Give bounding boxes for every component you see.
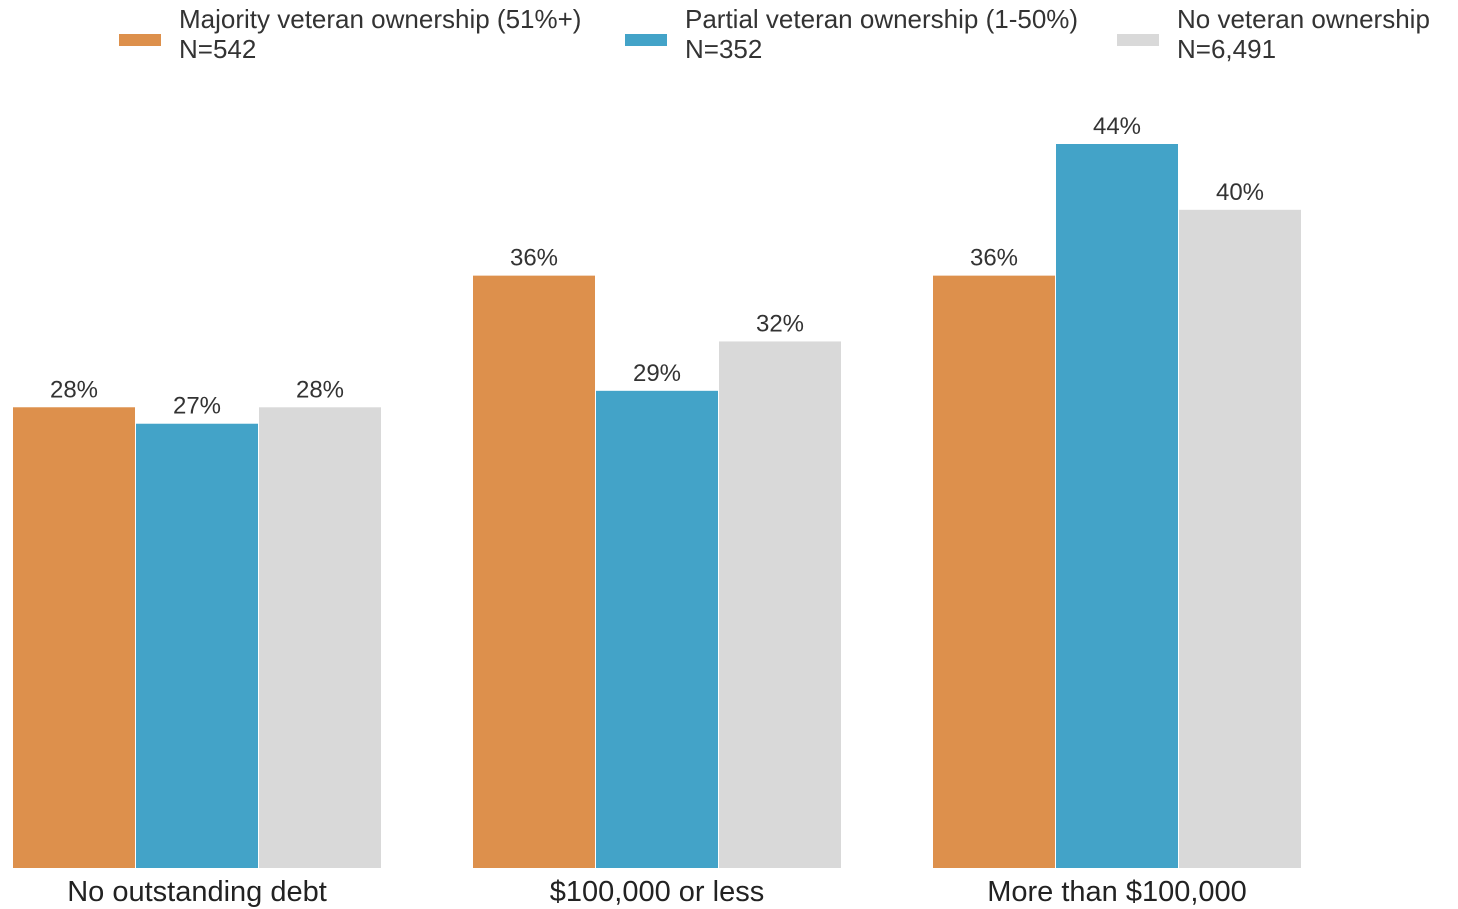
- bar-value-label: 44%: [1093, 113, 1141, 140]
- bar-value-label: 29%: [633, 360, 681, 387]
- bar-100-000-or-less-series-1: [473, 276, 595, 868]
- category-label: $100,000 or less: [550, 876, 764, 908]
- bar-value-label: 32%: [756, 310, 804, 337]
- bar-group-more-than-100-000: 36% 44% 40% More than $100,000: [933, 113, 1301, 908]
- bar-value-label: 36%: [970, 245, 1018, 272]
- bar-value-label: 28%: [296, 376, 344, 403]
- category-label: More than $100,000: [987, 876, 1247, 908]
- bar-more-than-100-000-series-1: [933, 276, 1055, 868]
- bar-more-than-100-000-series-2: [1056, 144, 1178, 868]
- bar-more-than-100-000-series-3: [1179, 210, 1301, 868]
- bar-100-000-or-less-series-3: [719, 341, 841, 868]
- bar-no-outstanding-debt-series-3: [259, 407, 381, 868]
- bar-value-label: 40%: [1216, 179, 1264, 206]
- bar-value-label: 28%: [50, 376, 98, 403]
- bar-100-000-or-less-series-2: [596, 391, 718, 868]
- bar-value-label: 36%: [510, 245, 558, 272]
- bar-no-outstanding-debt-series-1: [13, 407, 135, 868]
- category-label: No outstanding debt: [67, 876, 327, 908]
- bar-group-100-000-or-less: 36% 29% 32% $100,000 or less: [473, 245, 841, 908]
- bar-no-outstanding-debt-series-2: [136, 424, 258, 868]
- bar-value-label: 27%: [173, 393, 221, 420]
- bar-group-no-outstanding-debt: 28% 27% 28% No outstanding debt: [13, 376, 381, 908]
